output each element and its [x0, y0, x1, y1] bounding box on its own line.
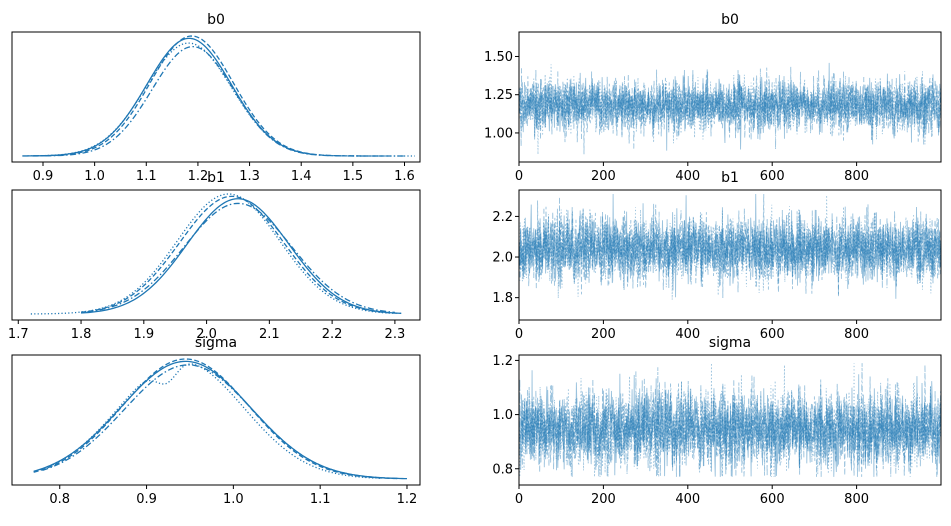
- b1-trace-chain-4-line: [519, 207, 941, 297]
- b1-trace-panel: b1 1.8 2.0 2.2 0 200 400 600 800: [492, 170, 942, 342]
- b0-density-xtick-label: 1.3: [239, 169, 260, 184]
- b1-density-chain-1-curve: [81, 198, 402, 314]
- sigma-trace-panel: sigma 0.8 1.0 1.2 0 200 400 600 800: [492, 335, 942, 507]
- sigma-trace-xtick-label: 400: [675, 492, 700, 507]
- b1-density-chain-2-curve: [30, 193, 395, 315]
- b1-trace-xtick-label: 200: [591, 327, 616, 342]
- b0-trace-chain-1-line: [519, 62, 941, 151]
- b0-density-chain-4-curve: [32, 45, 405, 157]
- b1-trace-xtick-label: 600: [760, 327, 785, 342]
- b1-density-xtick-label: 2.1: [259, 327, 280, 342]
- sigma-density-xtick-label: 0.8: [49, 492, 70, 507]
- b1-trace-ytick-label: 1.8: [492, 291, 513, 306]
- sigma-trace-xtick-label: 600: [760, 492, 785, 507]
- sigma-density-axes-frame: [11, 354, 421, 486]
- b0-trace-ytick-label: 1.50: [484, 50, 513, 65]
- sigma-density-xtick-label: 0.9: [136, 492, 157, 507]
- b0-trace-xtick-label: 200: [591, 169, 616, 184]
- b1-trace-xtick-label: 800: [844, 327, 869, 342]
- b0-trace-xtick-label: 0: [515, 169, 523, 184]
- b1-density-panel: b1 1.7 1.8 1.9 2.0 2.1 2.2 2.3: [8, 170, 421, 342]
- b0-density-xtick-label: 0.9: [33, 169, 54, 184]
- b0-density-xtick-label: 1.1: [136, 169, 157, 184]
- b0-trace-panel: b0 1.00 1.25 1.50 0 200 400 600 800: [484, 12, 942, 184]
- b0-density-chain-3-curve: [32, 35, 384, 157]
- b0-trace-title: b0: [721, 12, 739, 28]
- sigma-trace-chain-1-line: [519, 370, 941, 477]
- sigma-trace-chain-2-line: [519, 363, 941, 477]
- b1-density-axes-frame: [11, 189, 421, 321]
- sigma-trace-xtick-label: 800: [844, 492, 869, 507]
- b0-trace-xtick-label: 800: [844, 169, 869, 184]
- sigma-trace-chain-4-line: [519, 363, 941, 477]
- sigma-density-xtick-label: 1.0: [223, 492, 244, 507]
- b0-trace-chain-4-line: [519, 68, 941, 150]
- b0-density-xtick-label: 1.2: [188, 169, 209, 184]
- b1-density-xtick-label: 2.3: [385, 327, 406, 342]
- sigma-density-chain-2-curve: [33, 363, 381, 479]
- b0-density-xtick-label: 1.5: [343, 169, 364, 184]
- b0-trace-chain-3-line: [519, 66, 941, 155]
- sigma-trace-chain-3-line: [519, 365, 941, 477]
- b0-trace-ytick-label: 1.25: [484, 88, 513, 103]
- sigma-density-chain-3-curve: [33, 358, 399, 480]
- sigma-trace-xtick-label: 200: [591, 492, 616, 507]
- b1-density-title: b1: [207, 170, 225, 186]
- b0-trace-chain-2-line: [519, 64, 941, 155]
- b1-trace-chain-1-line: [519, 194, 941, 299]
- sigma-density-panel: sigma 0.8 0.9 1.0 1.1 1.2: [11, 335, 421, 507]
- b1-density-xtick-label: 1.7: [8, 327, 29, 342]
- b1-trace-xtick-label: 400: [675, 327, 700, 342]
- b0-density-chain-2-curve: [27, 42, 415, 157]
- b0-trace-ytick-label: 1.00: [484, 126, 513, 141]
- b1-trace-ytick-label: 2.2: [492, 210, 513, 225]
- b0-density-xtick-label: 1.6: [394, 169, 415, 184]
- sigma-density-xtick-label: 1.2: [397, 492, 418, 507]
- b1-density-chain-3-curve: [80, 195, 402, 315]
- b1-trace-title: b1: [721, 170, 739, 186]
- sigma-density-title: sigma: [195, 335, 237, 351]
- b1-trace-axes-frame: [518, 189, 942, 321]
- b0-trace-xtick-label: 400: [675, 169, 700, 184]
- b0-density-title: b0: [207, 12, 225, 28]
- sigma-trace-ytick-label: 0.8: [492, 462, 513, 477]
- sigma-trace-axes-frame: [518, 354, 942, 486]
- b1-density-xtick-label: 1.9: [133, 327, 154, 342]
- b0-trace-axes-frame: [518, 31, 942, 163]
- b0-trace-xtick-label: 600: [760, 169, 785, 184]
- sigma-density-chain-4-curve: [42, 364, 399, 480]
- sigma-trace-ytick-label: 1.0: [492, 408, 513, 423]
- b1-density-xtick-label: 1.8: [71, 327, 92, 342]
- sigma-trace-xtick-label: 0: [515, 492, 523, 507]
- b1-density-chain-4-curve: [87, 202, 395, 314]
- b0-density-panel: b0 0.9 1.0 1.1 1.2 1.3 1.4 1.5 1.6: [11, 12, 421, 184]
- sigma-trace-title: sigma: [709, 335, 751, 351]
- sigma-trace-ytick-label: 1.2: [492, 354, 513, 369]
- sigma-density-chain-1-curve: [33, 360, 407, 480]
- b1-trace-xtick-label: 0: [515, 327, 523, 342]
- b1-density-xtick-label: 2.2: [322, 327, 343, 342]
- b1-trace-ytick-label: 2.0: [492, 251, 513, 266]
- sigma-density-xtick-label: 1.1: [310, 492, 331, 507]
- b1-trace-chain-2-line: [519, 195, 941, 300]
- b0-density-xtick-label: 1.4: [291, 169, 312, 184]
- b0-density-axes-frame: [11, 31, 421, 163]
- b0-density-xtick-label: 1.0: [84, 169, 105, 184]
- b1-density-xtick-label: 2.0: [196, 327, 217, 342]
- b1-trace-chain-3-line: [519, 194, 941, 299]
